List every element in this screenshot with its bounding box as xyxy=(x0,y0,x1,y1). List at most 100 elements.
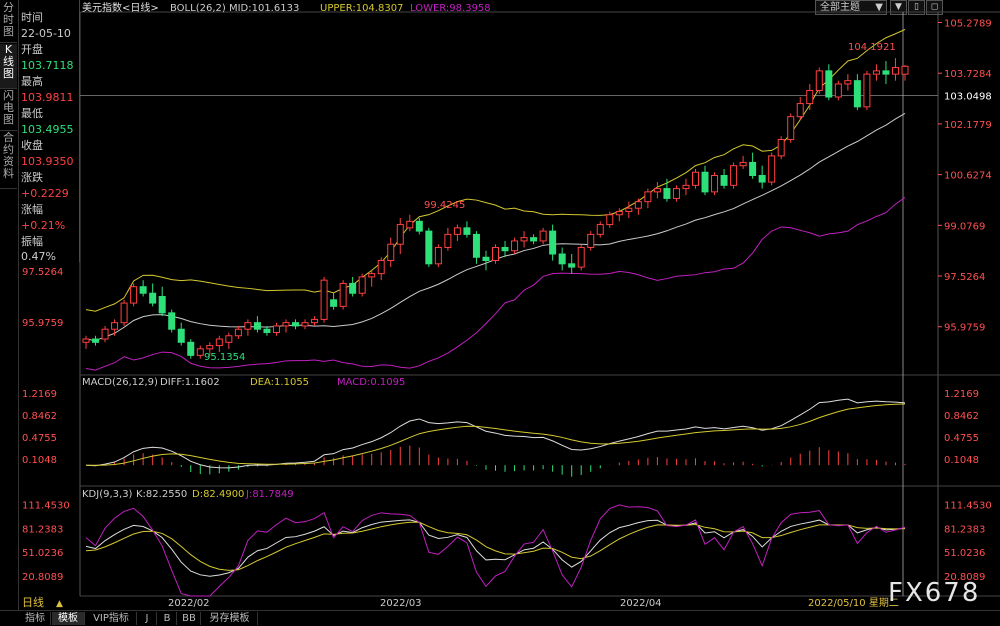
candle-body xyxy=(158,296,166,314)
pct-value: +0.21% xyxy=(21,219,66,232)
candle-body xyxy=(187,341,195,356)
maximize-icon[interactable]: ◻ xyxy=(926,0,943,15)
kdj-title: KDJ(9,3,3) xyxy=(82,489,133,500)
candle-body xyxy=(225,335,233,343)
candle-body xyxy=(311,318,319,324)
boll-upper-text: UPPER:104.8307 xyxy=(320,3,403,14)
candle-body xyxy=(568,263,576,268)
theme-select[interactable]: 全部主题 ▼ xyxy=(815,0,887,15)
candle-body xyxy=(330,299,338,307)
candle-body xyxy=(511,240,519,252)
candle-body xyxy=(720,175,728,186)
candle-body xyxy=(691,171,699,186)
candlesticks xyxy=(82,58,909,359)
candle-body xyxy=(482,256,490,262)
candle-body xyxy=(587,233,595,248)
candle-body xyxy=(92,338,100,343)
candle-body xyxy=(739,161,747,167)
macd-left-label: 0.4755 xyxy=(22,433,57,444)
date-axis-label: 2022/02 xyxy=(168,598,210,609)
candle-body xyxy=(425,230,433,265)
macd-dea-line xyxy=(85,403,906,466)
macd-axis-label: 0.1048 xyxy=(944,455,979,466)
tab-save-template[interactable]: 另存模板 xyxy=(202,612,258,625)
tab-flash[interactable]: 闪电图 xyxy=(0,90,17,131)
candle-body xyxy=(215,338,223,347)
candle-body xyxy=(625,207,633,212)
candle-body xyxy=(453,227,461,235)
price-axis-label: 100.6274 xyxy=(944,171,992,182)
chart-grid xyxy=(79,11,1000,597)
watermark-logo: FX678 xyxy=(888,578,981,608)
candle-body xyxy=(368,273,376,278)
tab-indicator[interactable]: 指标 xyxy=(20,612,51,625)
tab-vip-indicator[interactable]: VIP指标 xyxy=(86,612,137,625)
close-label: 收盘 xyxy=(21,139,43,152)
candle-body xyxy=(787,116,795,141)
kdj-left-label: 111.4530 xyxy=(22,501,70,512)
kdj-left-label: 51.0236 xyxy=(22,548,63,559)
candle-body xyxy=(339,282,347,307)
candle-body xyxy=(549,230,557,255)
candle-body xyxy=(244,322,252,330)
kdj-k: K:82.2550 xyxy=(136,489,187,500)
low-label: 最低 xyxy=(21,107,43,120)
boll-lower-line xyxy=(85,197,906,371)
candle-body xyxy=(387,243,395,262)
candle-body xyxy=(825,70,833,98)
candle-body xyxy=(111,322,119,330)
macd-axis-label: 1.2169 xyxy=(944,389,979,400)
candle-body xyxy=(120,302,128,324)
price-axis-label: 102.1779 xyxy=(944,120,992,131)
candle-body xyxy=(520,237,528,242)
restore-icon[interactable]: ▯ xyxy=(908,0,925,15)
candle-body xyxy=(406,220,414,229)
candle-body xyxy=(320,279,328,320)
candle-body xyxy=(663,188,671,199)
candle-body xyxy=(130,286,138,304)
boll-upper-line xyxy=(85,29,906,312)
candle-body xyxy=(863,73,871,108)
candle-body xyxy=(872,70,880,75)
kdj-j: J:81.7849 xyxy=(245,489,294,500)
high-label: 最高 xyxy=(21,75,43,88)
low-value: 103.4955 xyxy=(21,123,74,136)
tab-template[interactable]: 模板 xyxy=(52,612,85,625)
mid-annotation: 99.4245 xyxy=(424,200,465,211)
candle-body xyxy=(730,165,738,186)
tab-b[interactable]: B xyxy=(158,612,177,625)
candle-body xyxy=(796,103,804,118)
macd-dea: DEA:1.1055 xyxy=(250,377,309,388)
candle-body xyxy=(101,328,109,340)
boll-lines xyxy=(85,29,906,371)
low-annotation: 95.1354 xyxy=(204,352,245,363)
candle-body xyxy=(615,210,623,216)
candle-body xyxy=(463,227,471,235)
candle-body xyxy=(749,161,757,177)
tab-j[interactable]: J xyxy=(138,612,157,625)
candle-body xyxy=(196,348,204,356)
pct-label: 涨幅 xyxy=(21,203,43,216)
tab-timeshare[interactable]: 分时图 xyxy=(0,2,17,43)
bottom-toolbar: 指标 模板 VIP指标 J B BB 另存模板 xyxy=(0,610,1000,626)
quote-info-panel: 时间 22-05-10 开盘 103.7118 最高 103.9811 最低 1… xyxy=(19,0,80,263)
change-label: 涨跌 xyxy=(21,171,43,184)
price-axis-label: 99.0769 xyxy=(944,221,985,232)
candle-body xyxy=(377,260,385,275)
title-text: 美元指数<日线> xyxy=(82,1,159,14)
chart-canvas[interactable]: 美元指数<日线> BOLL(26,2) MID:101.6133 UPPER:104… xyxy=(0,0,1000,610)
candle-body xyxy=(444,233,452,248)
candle-body xyxy=(672,188,680,199)
candle-body xyxy=(530,237,538,242)
candle-body xyxy=(844,80,852,85)
tab-contract-info[interactable]: 合约资料 xyxy=(0,132,17,189)
kdj-j-line xyxy=(85,504,906,597)
period-arrow-icon: ▲ xyxy=(56,599,63,609)
current-price-box xyxy=(939,88,999,103)
tab-bb[interactable]: BB xyxy=(178,612,201,625)
candle-body xyxy=(653,188,661,193)
high-value: 103.9811 xyxy=(21,91,74,104)
dropdown-icon[interactable]: ▼ xyxy=(890,0,907,15)
